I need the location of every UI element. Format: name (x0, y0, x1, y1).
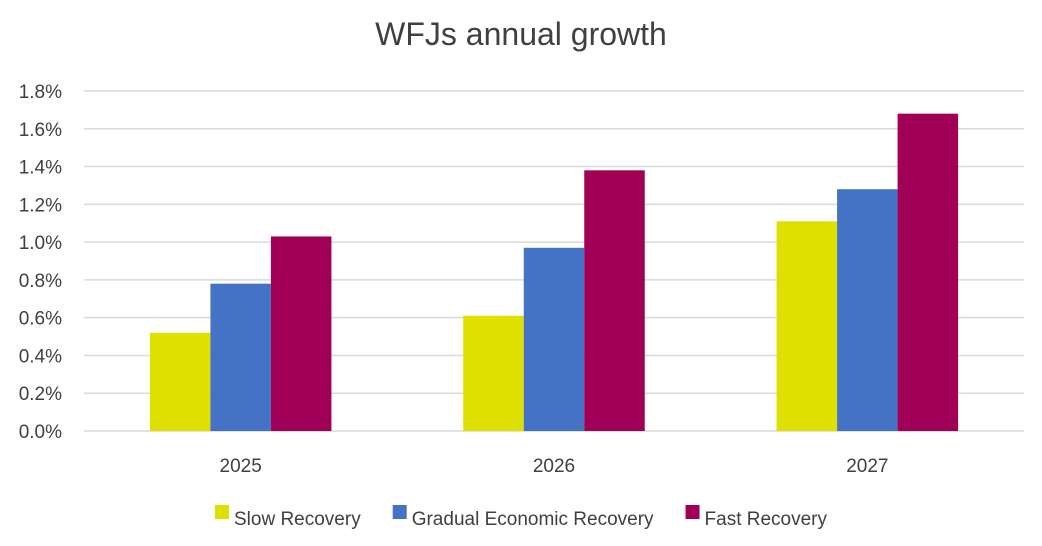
bar-fast-recovery-2025 (270, 236, 332, 431)
bar-slow-recovery-2027 (776, 221, 838, 431)
bar-fast-recovery-2027 (897, 113, 959, 432)
bars (149, 113, 959, 432)
legend-item-fast-recovery: Fast Recovery (685, 505, 828, 530)
chart-title: WFJs annual growth (375, 16, 667, 52)
x-axis-ticks: 2025 2026 2027 (220, 456, 889, 477)
legend-swatch (392, 505, 407, 519)
legend-label: Fast Recovery (705, 509, 828, 530)
y-axis-ticks: 0.0% 0.2% 0.4% 0.6% 0.8% 1.0% 1.2% 1.4% 1.6% 1.8% (19, 82, 62, 443)
y-tick-label: 0.4% (19, 346, 62, 367)
x-tick-label: 2026 (533, 456, 575, 477)
bar-slow-recovery-2026 (463, 315, 524, 431)
legend-label: Slow Recovery (234, 509, 361, 530)
legend-label: Gradual Economic Recovery (412, 509, 654, 530)
y-tick-label: 1.6% (19, 120, 62, 141)
bar-gradual-economic-recovery-2025 (210, 283, 271, 431)
legend-swatch (214, 505, 229, 519)
legend: Slow Recovery Gradual Economic Recovery Fa… (214, 505, 828, 530)
bar-fast-recovery-2026 (584, 170, 645, 432)
x-tick-label: 2025 (220, 456, 262, 477)
y-tick-label: 0.6% (19, 309, 62, 330)
bar-slow-recovery-2025 (149, 332, 211, 431)
y-tick-label: 0.2% (19, 384, 62, 405)
y-tick-label: 1.0% (19, 233, 62, 254)
legend-item-slow-recovery: Slow Recovery (214, 505, 361, 530)
y-tick-label: 1.8% (19, 82, 62, 103)
y-tick-label: 1.2% (19, 195, 62, 216)
y-tick-label: 0.0% (19, 422, 62, 443)
bar-gradual-economic-recovery-2027 (837, 189, 898, 431)
bar-gradual-economic-recovery-2026 (523, 247, 585, 431)
legend-swatch (685, 505, 700, 519)
legend-item-gradual-economic-recovery: Gradual Economic Recovery (392, 505, 654, 530)
y-tick-label: 0.8% (19, 271, 62, 292)
y-tick-label: 1.4% (19, 158, 62, 179)
x-tick-label: 2027 (846, 456, 888, 477)
